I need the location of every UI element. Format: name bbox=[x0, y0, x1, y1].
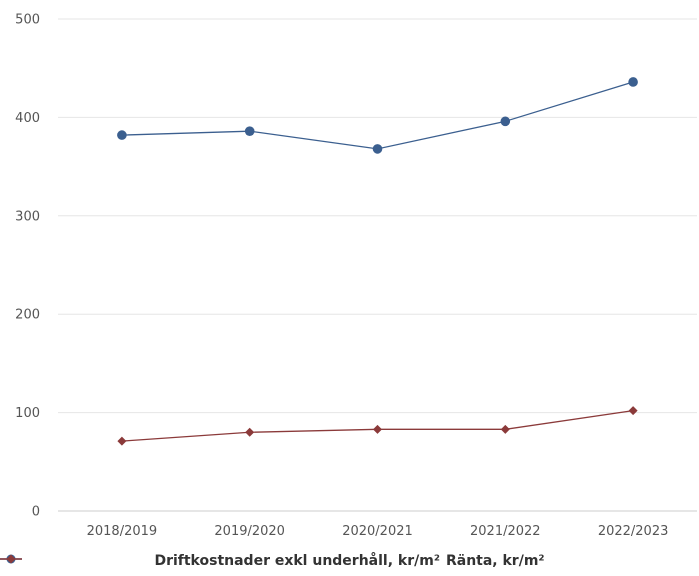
x-tick-label: 2022/2023 bbox=[598, 524, 669, 539]
legend-marker-ranta bbox=[0, 554, 22, 564]
data-point-0-2 bbox=[372, 144, 383, 154]
data-point-0-1 bbox=[244, 126, 255, 136]
data-point-0-3 bbox=[500, 116, 511, 127]
legend-item-driftkostnader[interactable]: Driftkostnader exkl underhåll, kr/m² bbox=[0, 553, 440, 569]
data-point-1-2 bbox=[373, 424, 382, 434]
y-tick-label: 0 bbox=[32, 505, 40, 520]
data-point-1-1 bbox=[245, 427, 255, 437]
legend-label-driftkostnader: Driftkostnader exkl underhåll, kr/m² bbox=[154, 553, 440, 569]
y-tick-label: 100 bbox=[15, 406, 40, 421]
legend-item-ranta[interactable]: Ränta, kr/m² bbox=[0, 553, 545, 569]
data-point-0-0 bbox=[117, 130, 127, 140]
y-tick-label: 200 bbox=[15, 308, 40, 323]
x-tick-label: 2021/2022 bbox=[470, 524, 541, 539]
legend-label-ranta: Ränta, kr/m² bbox=[445, 553, 545, 569]
y-tick-label: 500 bbox=[15, 13, 40, 28]
x-tick-label: 2019/2020 bbox=[214, 524, 285, 539]
x-tick-label: 2018/2019 bbox=[87, 524, 158, 539]
data-point-1-3 bbox=[500, 424, 510, 434]
x-tick-label: 2020/2021 bbox=[342, 524, 413, 539]
data-point-1-0 bbox=[117, 436, 127, 446]
legend: Driftkostnader exkl underhåll, kr/m² Rän… bbox=[0, 553, 699, 569]
y-tick-label: 300 bbox=[15, 209, 40, 224]
y-tick-label: 400 bbox=[15, 111, 40, 126]
data-point-1-4 bbox=[628, 406, 638, 416]
data-point-0-4 bbox=[628, 77, 638, 87]
series-line-0 bbox=[121, 81, 634, 150]
